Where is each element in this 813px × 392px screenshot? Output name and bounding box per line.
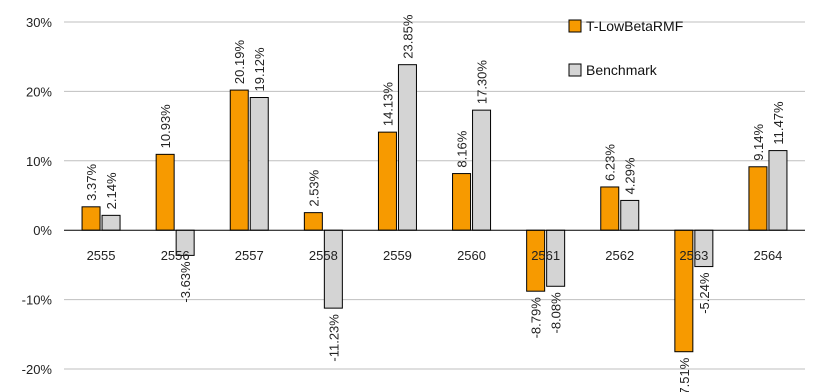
bar-benchmark-2560 bbox=[472, 109, 492, 231]
data-label: 14.13% bbox=[380, 82, 395, 127]
category-label: 2555 bbox=[87, 248, 116, 263]
data-label: -11.23% bbox=[326, 314, 341, 362]
category-label: 2558 bbox=[309, 248, 338, 263]
legend-swatch-benchmark bbox=[568, 63, 582, 77]
data-label: -8.08% bbox=[549, 292, 564, 334]
bar-t-lowbetarmf-2559 bbox=[377, 131, 397, 231]
data-label: -8.79% bbox=[529, 297, 544, 339]
data-label: 23.85% bbox=[400, 14, 415, 59]
data-label: 3.37% bbox=[84, 164, 99, 201]
y-tick-label: 30% bbox=[26, 15, 52, 30]
data-label: 19.12% bbox=[252, 47, 267, 92]
data-label: 2.53% bbox=[306, 169, 321, 206]
bar-benchmark-2557 bbox=[249, 97, 269, 231]
data-label: 4.29% bbox=[623, 157, 638, 194]
y-tick-label: -20% bbox=[22, 362, 53, 377]
data-labels: 3.37% 10.93% 20.19% 2.53% 14.13% 8.16% -8.79% 6… bbox=[84, 14, 786, 392]
legend-label-t-lowbetarmf: T-LowBetaRMF bbox=[586, 18, 683, 34]
y-tick-label: 0% bbox=[33, 223, 52, 238]
data-label: -5.24% bbox=[697, 272, 712, 314]
data-label: 6.23% bbox=[603, 144, 618, 181]
category-label: 2563 bbox=[679, 248, 708, 263]
grid-lines bbox=[64, 21, 805, 370]
data-label: 17.30% bbox=[475, 60, 490, 105]
data-label: 8.16% bbox=[455, 130, 470, 167]
data-label: 10.93% bbox=[158, 104, 173, 149]
bar-t-lowbetarmf-2557 bbox=[229, 89, 249, 231]
legend: T-LowBetaRMF Benchmark bbox=[568, 18, 683, 78]
category-label: 2556 bbox=[161, 248, 190, 263]
data-label: 20.19% bbox=[232, 40, 247, 85]
bar-t-lowbetarmf-2556 bbox=[155, 153, 175, 231]
legend-swatch-t-lowbetarmf bbox=[568, 19, 582, 33]
category-label: 2559 bbox=[383, 248, 412, 263]
y-tick-label: 10% bbox=[26, 154, 52, 169]
bar-benchmark-2555 bbox=[101, 214, 121, 231]
bar-benchmark-2562 bbox=[620, 199, 640, 231]
y-tick-label: 20% bbox=[26, 84, 52, 99]
bar-t-lowbetarmf-2560 bbox=[452, 173, 472, 231]
data-label: -3.63% bbox=[178, 261, 193, 303]
category-label: 2557 bbox=[235, 248, 264, 263]
bar-t-lowbetarmf-2564 bbox=[748, 166, 768, 231]
category-label: 2560 bbox=[457, 248, 486, 263]
data-label: 11.47% bbox=[771, 101, 786, 145]
category-label: 2564 bbox=[753, 248, 782, 263]
data-label: -17.51% bbox=[677, 357, 692, 392]
bar-benchmark-2559 bbox=[397, 64, 417, 231]
bar-t-lowbetarmf-2562 bbox=[600, 186, 620, 231]
bar-benchmark-2564 bbox=[768, 150, 788, 231]
category-labels: 2555 2556 2557 2558 2559 2560 2561 2562 2563 2564 bbox=[87, 248, 783, 263]
y-axis-tick-labels: -20% -10% 0% 10% 20% 30% bbox=[22, 15, 53, 377]
bar-benchmark-2558 bbox=[323, 229, 343, 309]
bars bbox=[81, 64, 788, 353]
y-tick-label: -10% bbox=[22, 293, 53, 308]
category-label: 2561 bbox=[531, 248, 560, 263]
bar-t-lowbetarmf-2555 bbox=[81, 206, 101, 231]
category-label: 2562 bbox=[605, 248, 634, 263]
legend-label-benchmark: Benchmark bbox=[586, 62, 658, 78]
data-label: 2.14% bbox=[104, 172, 119, 209]
data-label: 9.14% bbox=[751, 123, 766, 160]
bar-t-lowbetarmf-2558 bbox=[303, 212, 323, 231]
